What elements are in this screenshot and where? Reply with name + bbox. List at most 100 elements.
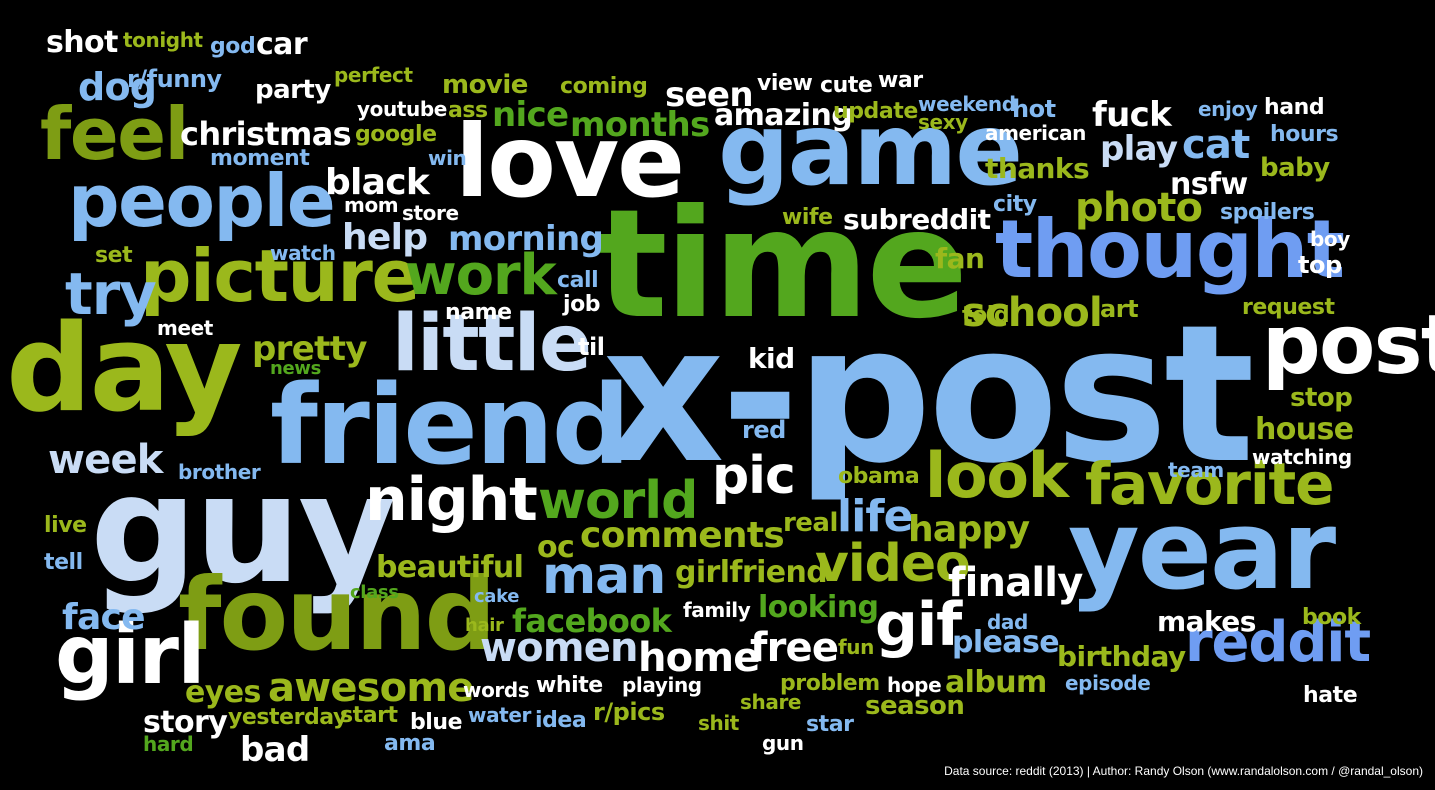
word-told: told xyxy=(962,303,1010,328)
word-black: black xyxy=(325,162,430,203)
word-update: update xyxy=(833,99,918,124)
word-hair: hair xyxy=(465,615,504,636)
word-dad: dad xyxy=(987,610,1028,634)
word-yesterday: yesterday xyxy=(228,705,347,730)
word-weekend: weekend xyxy=(918,92,1016,116)
word-hope: hope xyxy=(887,673,942,697)
word-idea: idea xyxy=(535,708,587,733)
word-boy: boy xyxy=(1310,227,1350,251)
word-cute: cute xyxy=(820,73,873,98)
word-share: share xyxy=(740,690,802,714)
word-problem: problem xyxy=(780,671,880,696)
word-spoilers: spoilers xyxy=(1220,200,1315,225)
word-dog: dog xyxy=(78,65,157,109)
word-thanks: thanks xyxy=(985,152,1090,185)
word-tell: tell xyxy=(44,550,83,575)
word-finally: finally xyxy=(948,560,1083,606)
word-ass: ass xyxy=(448,98,488,123)
word-white: white xyxy=(536,673,603,698)
word-thought: thought xyxy=(995,203,1345,296)
word-video: video xyxy=(815,534,971,594)
word-tonight: tonight xyxy=(123,28,203,52)
word-seen: seen xyxy=(665,75,754,115)
word-hard: hard xyxy=(143,732,194,756)
word-night: night xyxy=(365,465,538,535)
word-youtube: youtube xyxy=(357,97,447,121)
word-playing: playing xyxy=(622,673,702,697)
word-oc: oc xyxy=(537,530,575,565)
word-women: women xyxy=(480,625,639,671)
word-store: store xyxy=(402,201,459,225)
word-real: real xyxy=(783,508,838,538)
word-game: game xyxy=(718,91,1023,208)
word-people: people xyxy=(68,159,336,243)
word-comments: comments xyxy=(580,515,785,556)
word-hot: hot xyxy=(1012,95,1056,123)
word-free: free xyxy=(750,625,839,671)
word-obama: obama xyxy=(838,464,920,489)
word-party: party xyxy=(255,75,331,105)
word-awesome: awesome xyxy=(268,665,474,711)
word-work: work xyxy=(405,243,557,308)
word-watch: watch xyxy=(270,241,336,265)
word-words: words xyxy=(463,678,530,702)
word-cake: cake xyxy=(474,586,520,607)
word-call: call xyxy=(557,268,599,293)
word-try: try xyxy=(65,260,157,328)
word-hate: hate xyxy=(1303,683,1358,708)
word-r-pics: r/pics xyxy=(593,698,665,726)
word-favorite: favorite xyxy=(1085,450,1334,518)
word-school: school xyxy=(962,290,1103,336)
word-class: class xyxy=(350,582,399,603)
word-happy: happy xyxy=(908,509,1030,550)
word-pretty: pretty xyxy=(252,329,367,369)
word-name: name xyxy=(445,300,512,325)
word-picture: picture xyxy=(140,234,420,318)
word-morning: morning xyxy=(448,219,604,259)
word-subreddit: subreddit xyxy=(843,203,991,236)
word-week: week xyxy=(48,437,163,483)
word-art: art xyxy=(1100,295,1139,323)
word-water: water xyxy=(468,703,531,727)
word-gif: gif xyxy=(875,590,962,660)
word-ama: ama xyxy=(384,731,436,756)
word-amazing: amazing xyxy=(714,98,853,133)
word-baby: baby xyxy=(1260,153,1330,183)
word-day: day xyxy=(6,300,243,439)
word-cat: cat xyxy=(1182,122,1250,168)
word-start: start xyxy=(340,703,398,728)
word-american: american xyxy=(985,121,1087,145)
word-movie: movie xyxy=(442,70,528,100)
word-gun: gun xyxy=(762,731,804,755)
word-friend: friend xyxy=(270,361,630,489)
word-love: love xyxy=(455,103,685,220)
word-little: little xyxy=(392,299,592,389)
word-news: news xyxy=(270,358,321,379)
word-nice: nice xyxy=(492,95,569,135)
word-perfect: perfect xyxy=(334,63,413,87)
word-city: city xyxy=(993,192,1037,217)
word-photo: photo xyxy=(1075,185,1203,231)
word-months: months xyxy=(570,105,710,145)
word-google: google xyxy=(355,122,437,147)
word-album: album xyxy=(945,665,1047,700)
word-watching: watching xyxy=(1252,445,1352,469)
word-year: year xyxy=(1068,486,1336,614)
word-reddit: reddit xyxy=(1185,610,1371,675)
word-house: house xyxy=(1255,412,1354,447)
word-home: home xyxy=(638,635,760,681)
word-christmas: christmas xyxy=(180,115,352,153)
word-eyes: eyes xyxy=(185,675,261,710)
word-help: help xyxy=(342,217,428,258)
word-war: war xyxy=(878,68,923,93)
word-coming: coming xyxy=(560,74,648,99)
word-post: post xyxy=(1262,298,1435,393)
word-meet: meet xyxy=(157,316,213,340)
word-sexy: sexy xyxy=(918,110,968,134)
word-request: request xyxy=(1242,295,1335,320)
word-look: look xyxy=(925,439,1069,512)
word-family: family xyxy=(683,598,751,622)
word-time: time xyxy=(596,178,968,352)
word-fun: fun xyxy=(838,635,874,659)
